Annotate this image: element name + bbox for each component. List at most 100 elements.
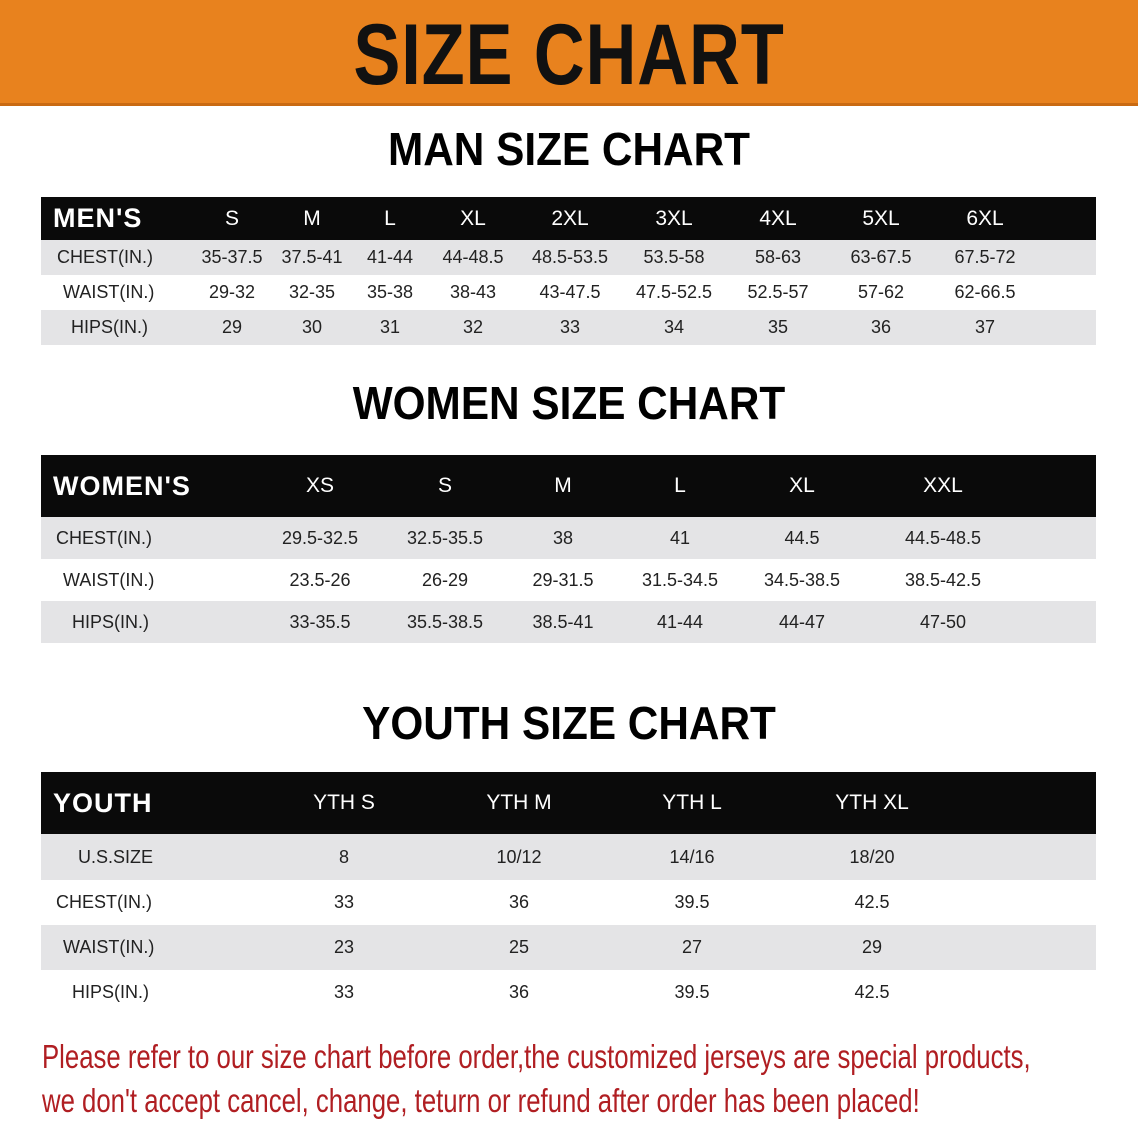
measurement-value: 37.5-41 <box>281 247 343 267</box>
measurement-value: 32-35 <box>288 282 336 302</box>
size-header-cell: 4XL <box>759 206 797 230</box>
size-header-cell: L <box>384 206 396 230</box>
size-header-cell: L <box>674 474 686 497</box>
measurement-value: 57-62 <box>857 282 905 302</box>
measurement-value: 33 <box>333 892 355 912</box>
women-size-table: WOMEN'S XS S M L XL XXL CHEST(IN.) 29.5-32.5 32.5… <box>41 455 1096 643</box>
measurement-value: 33-35.5 <box>289 611 351 632</box>
measurement-label: HIPS(IN.) <box>72 611 150 632</box>
measurement-value: 26-29 <box>421 569 469 590</box>
size-header-cell: 2XL <box>551 206 589 230</box>
measurement-value: 44.5-48.5 <box>904 527 982 548</box>
table-row: WAIST(IN.) 23.5-26 26-29 29-31.5 31.5-34.5 34… <box>41 559 1096 601</box>
measurement-value: 36 <box>508 892 530 912</box>
measurement-value: 53.5-58 <box>643 247 705 267</box>
size-header-cell: S <box>224 206 240 230</box>
measurement-value: 23 <box>333 937 355 957</box>
women-header-row: WOMEN'S XS S M L XL XXL <box>41 455 1096 517</box>
size-header-cell: M <box>303 206 321 230</box>
measurement-value: 35-37.5 <box>201 247 263 267</box>
measurement-value: 36 <box>870 317 892 337</box>
measurement-value: 8 <box>338 846 350 867</box>
table-row: WAIST(IN.) 29-32 32-35 35-38 38-43 43-47.5 47.… <box>41 275 1096 310</box>
measurement-value: 67.5-72 <box>954 247 1016 267</box>
notice-line-1: Please refer to our size chart before or… <box>42 1038 1031 1075</box>
measurement-value: 18/20 <box>849 846 895 867</box>
measurement-value: 38 <box>552 527 574 548</box>
size-header-cell: S <box>437 474 453 497</box>
measurement-value: 47-50 <box>919 611 967 632</box>
measurement-value: 48.5-53.5 <box>531 247 609 267</box>
measurement-label: CHEST(IN.) <box>56 892 152 912</box>
women-section-title: WOMEN SIZE CHART <box>352 377 786 429</box>
measurement-value: 33 <box>559 317 581 337</box>
size-header-cell: XL <box>789 474 815 497</box>
table-row: HIPS(IN.) 29 30 31 32 33 34 35 36 37 <box>41 310 1096 345</box>
measurement-value: 29.5-32.5 <box>281 527 359 548</box>
measurement-value: 58-63 <box>754 247 802 267</box>
measurement-value: 33 <box>333 982 355 1002</box>
measurement-value: 35 <box>767 317 789 337</box>
size-header-cell: YTH L <box>662 791 722 814</box>
table-row: CHEST(IN.) 33 36 39.5 42.5 <box>41 880 1096 925</box>
table-title-cell: MEN'S <box>53 203 143 233</box>
measurement-label: CHEST(IN.) <box>57 247 153 267</box>
measurement-value: 31.5-34.5 <box>641 569 719 590</box>
measurement-value: 39.5 <box>674 982 710 1002</box>
table-row: CHEST(IN.) 35-37.5 37.5-41 41-44 44-48.5 48.5… <box>41 240 1096 275</box>
measurement-value: 44.5 <box>784 527 820 548</box>
size-header-cell: XXL <box>923 474 963 497</box>
measurement-value: 41 <box>669 527 691 548</box>
size-header-cell: XS <box>305 474 335 497</box>
size-header-cell: 3XL <box>655 206 693 230</box>
measurement-label: HIPS(IN.) <box>71 317 149 337</box>
measurement-value: 27 <box>681 937 703 957</box>
banner-title: SIZE CHART <box>353 7 785 103</box>
measurement-value: 34.5-38.5 <box>763 569 841 590</box>
measurement-value: 43-47.5 <box>539 282 601 302</box>
measurement-value: 41-44 <box>366 247 414 267</box>
measurement-value: 38.5-42.5 <box>904 569 982 590</box>
measurement-value: 31 <box>379 317 401 337</box>
measurement-label: WAIST(IN.) <box>63 282 155 302</box>
table-title-cell: WOMEN'S <box>53 470 191 501</box>
measurement-value: 52.5-57 <box>747 282 809 302</box>
measurement-value: 34 <box>663 317 685 337</box>
size-header-cell: M <box>554 474 572 497</box>
size-chart-banner: SIZE CHART <box>0 0 1138 106</box>
measurement-value: 30 <box>301 317 323 337</box>
measurement-value: 42.5 <box>854 892 890 912</box>
size-header-cell: YTH M <box>486 791 552 814</box>
size-header-cell: XL <box>460 206 486 230</box>
table-row: U.S.SIZE 8 10/12 14/16 18/20 <box>41 834 1096 880</box>
size-header-cell: YTH S <box>313 791 375 814</box>
measurement-value: 37 <box>974 317 996 337</box>
measurement-value: 42.5 <box>854 982 890 1002</box>
measurement-value: 25 <box>508 937 530 957</box>
men-header-row: MEN'S S M L XL 2XL 3XL 4XL 5XL 6XL <box>41 197 1096 240</box>
table-row: HIPS(IN.) 33 36 39.5 42.5 <box>41 970 1096 1015</box>
measurement-value: 32 <box>462 317 484 337</box>
measurement-value: 29 <box>221 317 243 337</box>
men-section-title: MAN SIZE CHART <box>387 123 751 175</box>
table-row: HIPS(IN.) 33-35.5 35.5-38.5 38.5-41 41-44 44-… <box>41 601 1096 643</box>
measurement-value: 35-38 <box>366 282 414 302</box>
size-header-cell: 6XL <box>966 206 1004 230</box>
youth-size-table: YOUTH YTH S YTH M YTH L YTH XL U.S.SIZE 8 10/12… <box>41 772 1096 1015</box>
table-row: CHEST(IN.) 29.5-32.5 32.5-35.5 38 41 44.5 44.5… <box>41 517 1096 559</box>
measurement-value: 47.5-52.5 <box>635 282 713 302</box>
notice-line-2: we don't accept cancel, change, teturn o… <box>42 1082 920 1119</box>
measurement-value: 36 <box>508 982 530 1002</box>
measurement-value: 14/16 <box>669 846 715 867</box>
measurement-value: 29 <box>861 937 883 957</box>
table-title-cell: YOUTH <box>53 787 153 818</box>
measurement-value: 62-66.5 <box>954 282 1016 302</box>
size-header-cell: YTH XL <box>835 791 909 814</box>
measurement-value: 44-48.5 <box>442 247 504 267</box>
size-header-cell: 5XL <box>862 206 900 230</box>
measurement-value: 23.5-26 <box>289 569 351 590</box>
measurement-value: 63-67.5 <box>850 247 912 267</box>
measurement-value: 32.5-35.5 <box>406 527 484 548</box>
measurement-label: WAIST(IN.) <box>63 937 155 957</box>
youth-section-title: YOUTH SIZE CHART <box>362 697 776 749</box>
